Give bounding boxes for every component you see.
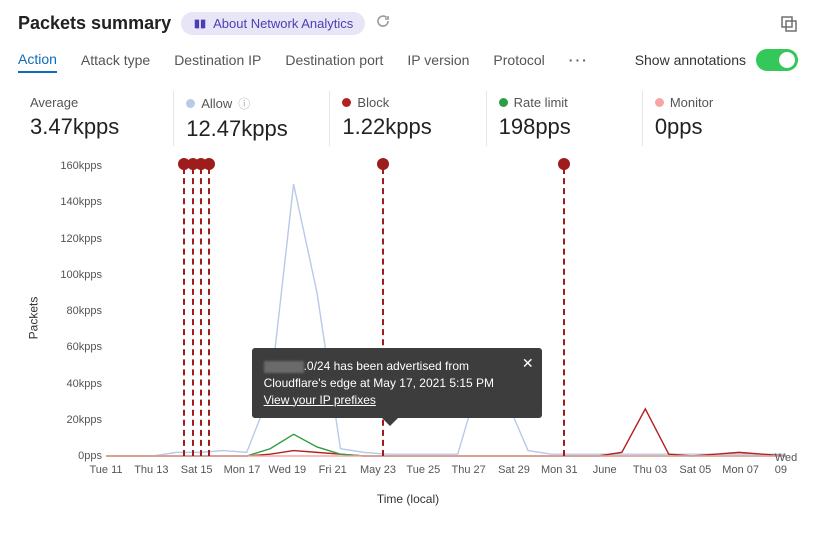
tab-action[interactable]: Action: [18, 47, 57, 73]
annotation-line: [192, 168, 194, 456]
annotation-line: [563, 168, 565, 456]
stat-label: Rate limit: [514, 95, 568, 110]
x-tick-label: Tue 11: [89, 464, 122, 476]
x-tick-label: Fri 21: [319, 464, 347, 476]
info-icon[interactable]: ⓘ: [238, 95, 250, 112]
annotation-marker[interactable]: [203, 158, 215, 170]
tab-ip-version[interactable]: IP version: [407, 48, 469, 72]
annotation-line: [183, 168, 185, 456]
tab-destination-ip[interactable]: Destination IP: [174, 48, 261, 72]
view-prefixes-link[interactable]: View your IP prefixes: [264, 393, 376, 407]
stat-block: Block 1.22kpps: [329, 91, 485, 146]
y-tick-label: 120kpps: [60, 233, 102, 245]
stat-rate-limit: Rate limit 198pps: [486, 91, 642, 146]
y-tick-label: 0pps: [78, 450, 102, 462]
stats-row: Average 3.47kpps Allow ⓘ 12.47kpps Block 1.22k…: [18, 91, 798, 146]
x-tick-label: June: [593, 464, 617, 476]
x-tick-label: Mon 31: [541, 464, 578, 476]
stat-label: Allow: [201, 96, 232, 111]
tab-destination-port[interactable]: Destination port: [285, 48, 383, 72]
chart: Packets 0pps 20kpps 40kpps 60kpps 80kpps 100k…: [18, 156, 798, 506]
annotations-toggle-label: Show annotations: [635, 52, 746, 68]
legend-dot: [499, 98, 508, 107]
x-tick-label: Thu 13: [134, 464, 168, 476]
header: Packets summary About Network Analytics: [18, 12, 798, 35]
more-tabs-button[interactable]: ···: [569, 52, 589, 68]
x-tick-label: Sat 05: [679, 464, 711, 476]
stat-monitor: Monitor 0pps: [642, 91, 798, 146]
book-icon: [193, 17, 207, 31]
x-tick-label: Wed 09: [775, 452, 797, 476]
y-tick-label: 20kpps: [67, 414, 102, 426]
stat-average: Average 3.47kpps: [18, 91, 173, 146]
stat-value: 1.22kpps: [342, 114, 473, 140]
annotation-line: [208, 168, 210, 456]
annotation-tooltip: .0/24 has been advertised from Cloudflar…: [252, 348, 542, 418]
tooltip-close-icon[interactable]: ✕: [522, 354, 534, 374]
y-tick-label: 160kpps: [60, 160, 102, 172]
stat-value: 0pps: [655, 114, 786, 140]
y-tick-label: 40kpps: [67, 378, 102, 390]
tab-attack-type[interactable]: Attack type: [81, 48, 150, 72]
annotation-line: [200, 168, 202, 456]
stat-value: 3.47kpps: [30, 114, 161, 140]
annotations-toggle-wrap: Show annotations: [635, 49, 798, 71]
y-tick-label: 100kpps: [60, 269, 102, 281]
page-title: Packets summary: [18, 13, 171, 34]
stat-label: Monitor: [670, 95, 713, 110]
refresh-icon[interactable]: [375, 13, 391, 34]
x-tick-label: Mon 17: [224, 464, 261, 476]
x-tick-label: May 23: [360, 464, 396, 476]
legend-dot: [655, 98, 664, 107]
stat-value: 198pps: [499, 114, 630, 140]
stat-allow: Allow ⓘ 12.47kpps: [173, 91, 329, 146]
legend-dot: [186, 99, 195, 108]
y-tick-label: 60kpps: [67, 341, 102, 353]
tabs: Action Attack type Destination IP Destinati…: [18, 47, 798, 73]
annotation-marker[interactable]: [558, 158, 570, 170]
x-tick-label: Tue 25: [406, 464, 440, 476]
redacted-ip-prefix: [264, 361, 304, 373]
legend-dot: [342, 98, 351, 107]
annotations-toggle[interactable]: [756, 49, 798, 71]
x-axis-title: Time (local): [18, 492, 798, 506]
about-link-label: About Network Analytics: [213, 16, 353, 31]
x-tick-label: Thu 27: [452, 464, 486, 476]
x-tick-label: Sat 15: [181, 464, 213, 476]
stat-value: 12.47kpps: [186, 116, 317, 142]
y-axis-title: Packets: [26, 297, 40, 340]
y-tick-label: 80kpps: [67, 305, 102, 317]
x-tick-label: Mon 07: [722, 464, 759, 476]
stat-label: Block: [357, 95, 389, 110]
tab-protocol[interactable]: Protocol: [493, 48, 544, 72]
x-tick-label: Sat 29: [498, 464, 530, 476]
x-tick-label: Thu 03: [633, 464, 667, 476]
annotation-marker[interactable]: [377, 158, 389, 170]
y-tick-label: 140kpps: [60, 196, 102, 208]
stat-label: Average: [30, 95, 78, 110]
expand-icon[interactable]: [780, 15, 798, 33]
x-tick-label: Wed 19: [268, 464, 306, 476]
about-link[interactable]: About Network Analytics: [181, 12, 365, 35]
